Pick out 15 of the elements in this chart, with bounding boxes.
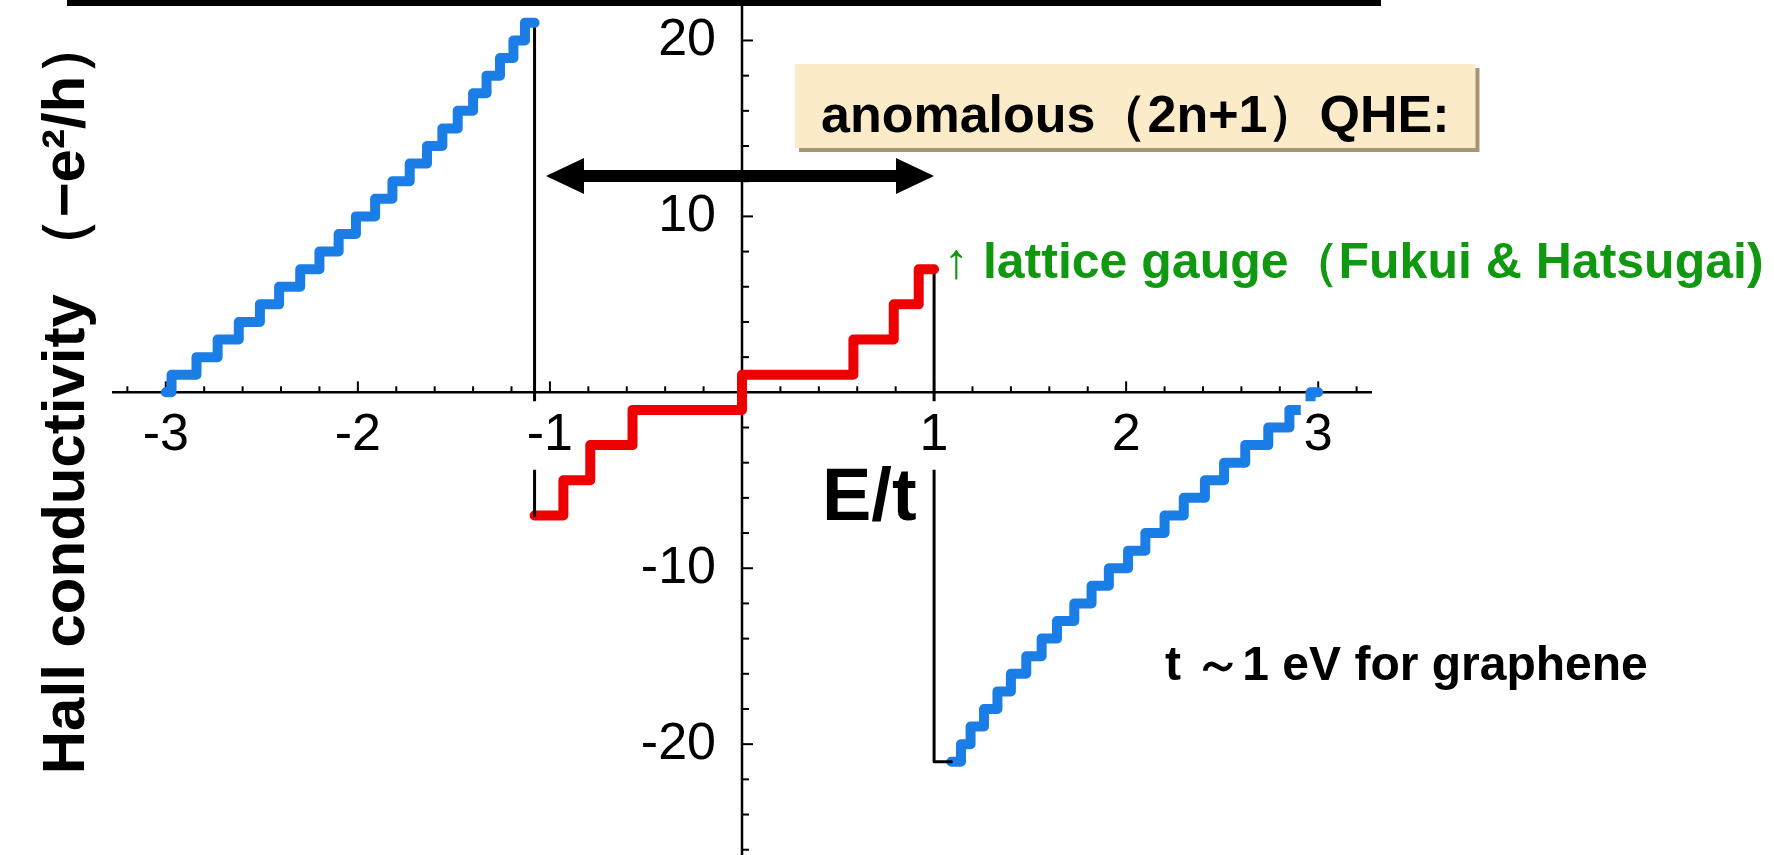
y-tick-label: 10 <box>658 183 716 242</box>
annotation: anomalous（2n+1）QHE: <box>821 85 1450 143</box>
x-tick-label: -2 <box>334 402 381 461</box>
x-tick-label: 1 <box>919 402 949 461</box>
y-tick-label: -20 <box>640 711 716 770</box>
x-tick-label: -3 <box>142 402 189 461</box>
y-axis-title: Hall conductivity （−e²/h） <box>30 15 97 775</box>
x-tick-label: 3 <box>1303 402 1333 461</box>
y-tick-label: 20 <box>658 7 716 66</box>
x-tick-label: 2 <box>1111 402 1141 461</box>
x-tick-label: -1 <box>526 402 574 461</box>
annotation: t ～1 eV for graphene <box>1165 637 1648 690</box>
y-tick-label: -10 <box>640 535 716 594</box>
annotation: ↑ lattice gauge（Fukui & Hatsugai) <box>944 233 1764 289</box>
x-axis-title: E/t <box>822 453 917 537</box>
